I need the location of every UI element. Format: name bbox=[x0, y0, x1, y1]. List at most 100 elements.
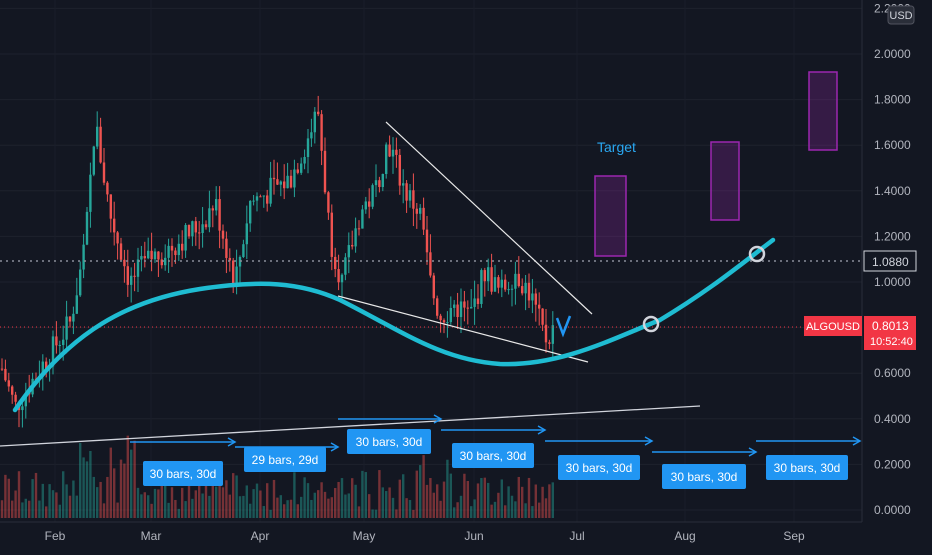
volume-bar bbox=[99, 481, 102, 518]
volume-bar bbox=[293, 472, 296, 518]
volume-bar bbox=[157, 489, 160, 518]
volume-bar bbox=[283, 504, 286, 518]
target-box-2[interactable] bbox=[710, 141, 740, 221]
volume-bar bbox=[133, 440, 136, 518]
candle-body bbox=[521, 286, 524, 294]
volume-bar bbox=[517, 476, 520, 518]
candle-body bbox=[109, 194, 112, 219]
volume-bar bbox=[14, 490, 17, 518]
bar-count-label[interactable] bbox=[452, 443, 534, 468]
volume-bar bbox=[102, 503, 106, 518]
volume-bar bbox=[303, 477, 306, 518]
bar-count-label[interactable] bbox=[244, 447, 326, 472]
candle-body bbox=[119, 243, 123, 260]
volume-bar bbox=[456, 502, 459, 518]
time-axis[interactable]: Feb Mar Apr May Jun Jul Aug Sep bbox=[0, 521, 932, 550]
candle-body bbox=[58, 344, 61, 346]
candle-body bbox=[279, 181, 282, 185]
volume-bar bbox=[286, 500, 289, 518]
volume-bar bbox=[405, 498, 408, 518]
wedge-lower-line[interactable] bbox=[337, 295, 589, 363]
bar-count-label[interactable] bbox=[558, 455, 640, 480]
volume-bar bbox=[442, 481, 446, 518]
candle-body bbox=[544, 324, 548, 343]
currency-badge[interactable] bbox=[887, 5, 915, 25]
volume-bar bbox=[279, 495, 282, 518]
volume-bar bbox=[0, 500, 4, 518]
volume-bar bbox=[28, 500, 31, 518]
volume-bar bbox=[238, 496, 242, 518]
candle-body bbox=[133, 275, 136, 277]
candle-body bbox=[517, 273, 520, 287]
candle-body bbox=[473, 298, 476, 307]
candle-body bbox=[456, 304, 459, 318]
volume-bar bbox=[89, 450, 92, 518]
candle-body bbox=[497, 277, 500, 288]
volume-bar bbox=[371, 509, 374, 518]
volume-bar bbox=[320, 482, 323, 518]
volume-bar bbox=[119, 459, 123, 518]
bar-count-label[interactable] bbox=[143, 461, 223, 486]
candle-body bbox=[425, 229, 429, 253]
candle-body bbox=[368, 201, 371, 207]
candle-body bbox=[490, 267, 493, 292]
projection-circle-1[interactable] bbox=[642, 315, 660, 333]
price-tick-label: 0.4000 bbox=[874, 412, 911, 426]
volume-bar bbox=[177, 508, 180, 518]
projection-circle-2[interactable] bbox=[748, 245, 766, 263]
range-arrowhead bbox=[852, 436, 862, 446]
candle-body bbox=[402, 183, 405, 186]
volume-bar bbox=[391, 497, 395, 518]
candle-body bbox=[487, 267, 490, 282]
countdown-timer: 10:52:40 bbox=[870, 336, 913, 348]
target-box-3[interactable] bbox=[808, 71, 838, 151]
volume-bar bbox=[259, 490, 262, 518]
price-tick-label: 0.0000 bbox=[874, 503, 911, 517]
volume-bar bbox=[548, 484, 551, 518]
candle-body bbox=[235, 266, 238, 287]
volume-bar bbox=[249, 503, 252, 518]
volume-bar bbox=[174, 499, 177, 518]
volume-bar bbox=[255, 483, 259, 518]
volume-bar bbox=[432, 492, 435, 518]
volume-bar bbox=[476, 483, 480, 518]
volume-bar bbox=[466, 480, 469, 518]
volume-bar bbox=[459, 495, 463, 518]
candle-body bbox=[504, 279, 507, 290]
candle-body bbox=[164, 257, 167, 266]
volume-bar bbox=[269, 509, 272, 518]
candle-body bbox=[432, 275, 435, 299]
candle-body bbox=[184, 224, 187, 251]
target-box-1[interactable] bbox=[594, 175, 627, 257]
candle-body bbox=[41, 361, 44, 377]
candle-body bbox=[157, 251, 160, 260]
candle-body bbox=[96, 126, 99, 147]
volume-bar bbox=[337, 481, 340, 518]
bar-count-label[interactable] bbox=[662, 464, 746, 489]
candle-body bbox=[551, 325, 554, 344]
candle-body bbox=[143, 256, 146, 259]
volume-bar bbox=[225, 480, 228, 518]
volume-bar bbox=[272, 479, 276, 518]
volume-bar bbox=[211, 485, 214, 518]
volume-bar bbox=[116, 502, 119, 518]
volume-bar bbox=[126, 435, 129, 518]
level-tag-value: 1.0880 bbox=[872, 255, 909, 269]
bar-count-label[interactable] bbox=[766, 455, 848, 480]
cycle-curve[interactable] bbox=[12, 237, 776, 413]
volume-bar bbox=[228, 494, 231, 518]
support-trendline[interactable] bbox=[0, 405, 701, 447]
wedge-upper-line[interactable] bbox=[385, 121, 593, 315]
bar-count-label[interactable] bbox=[347, 429, 431, 454]
candle-body bbox=[21, 406, 24, 411]
volume-bar bbox=[381, 487, 384, 518]
volume-bar bbox=[504, 505, 507, 518]
candle-body bbox=[262, 195, 265, 197]
candle-body bbox=[310, 132, 313, 139]
candle-body bbox=[225, 238, 228, 258]
candle-body bbox=[313, 111, 316, 133]
volume-bar bbox=[524, 503, 527, 518]
range-arrowhead bbox=[644, 436, 654, 446]
